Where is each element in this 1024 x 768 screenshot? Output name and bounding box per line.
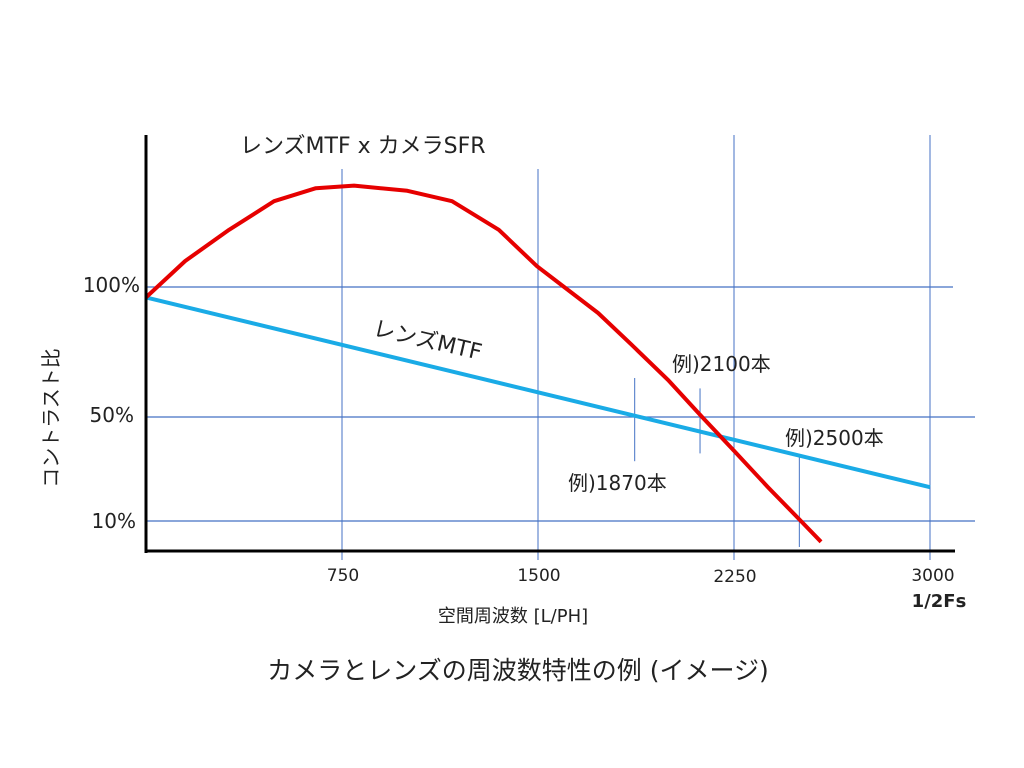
annotation-label: 例)2100本 [672, 352, 771, 376]
annotation-label: 例)2500本 [785, 426, 884, 450]
x-tick-label: 750 [327, 566, 359, 586]
y-tick-label: 50% [90, 403, 134, 427]
grid [146, 135, 975, 560]
x-tick-label: 3000 [911, 566, 954, 586]
x-tick-label: 1500 [517, 566, 560, 586]
y-axis-label: コントラスト比 [39, 348, 63, 488]
y-tick-label: 100% [83, 273, 140, 297]
x-axis-label: 空間周波数 [L/PH] [438, 606, 588, 627]
series-line-blue [145, 295, 931, 490]
annotation-markers [634, 378, 800, 547]
x-tick-label: 2250 [713, 567, 756, 587]
x-extra-label: 1/2Fs [912, 591, 967, 612]
series-label-red: レンズMTF x カメラSFR [240, 134, 486, 159]
series-line-red [144, 183, 823, 544]
series-label-blue: レンズMTF [371, 316, 484, 365]
annotation-label: 例)1870本 [568, 471, 667, 495]
series [144, 183, 931, 544]
y-tick-label: 10% [92, 509, 136, 533]
chart-title: カメラとレンズの周波数特性の例 (イメージ) [267, 656, 768, 685]
